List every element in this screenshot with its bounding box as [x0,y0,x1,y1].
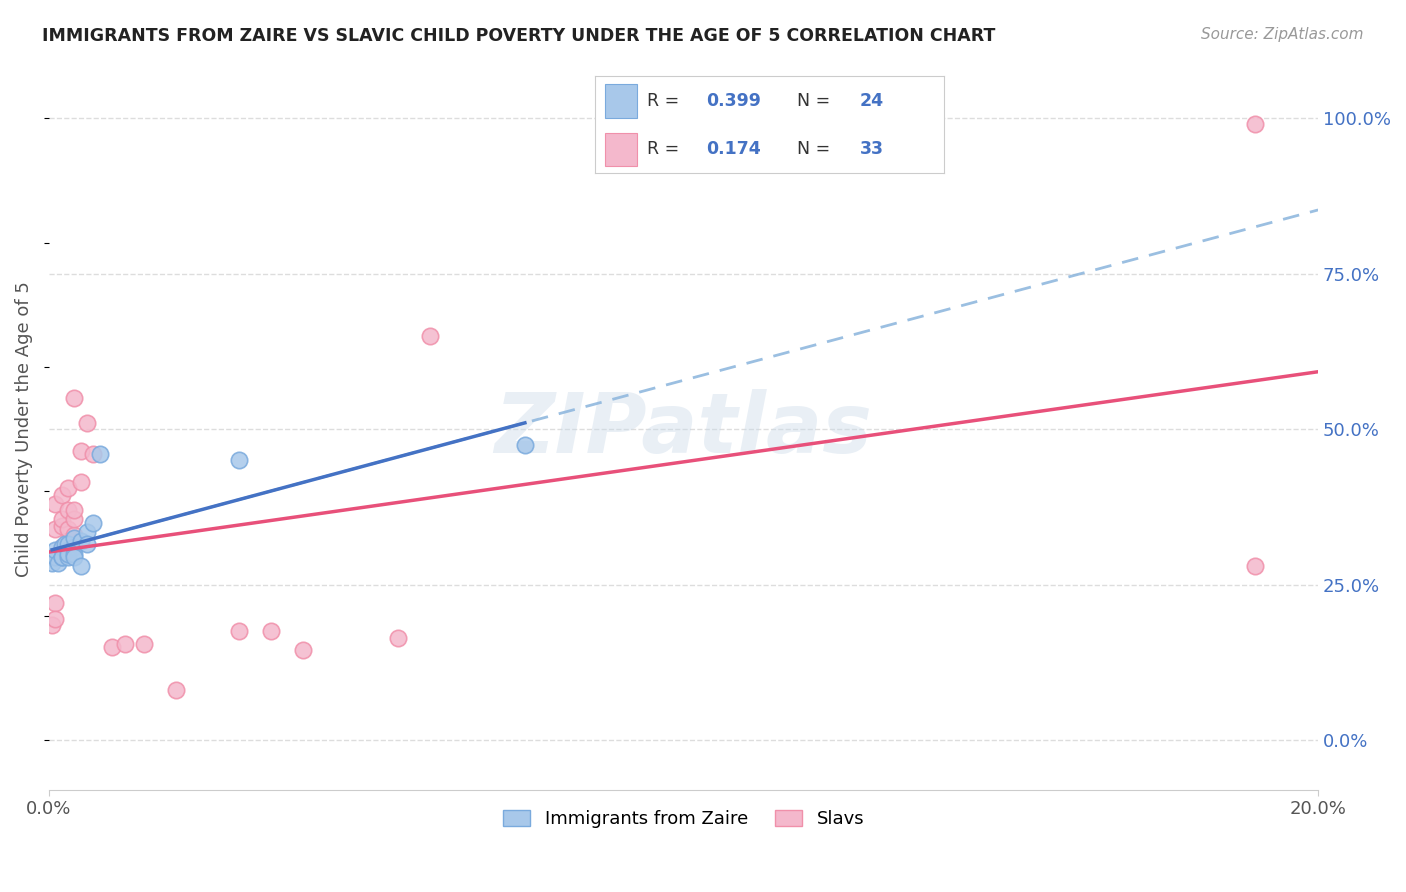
Point [513,438,536,452]
Point [44,549,66,564]
Point [41,556,63,570]
Point [51,549,73,564]
Point [63,512,86,526]
Point [291,643,314,657]
Point [53,537,76,551]
Point [63,541,86,555]
Point [1243,559,1265,574]
Point [1243,118,1265,132]
Point [48,549,70,564]
Point [44,497,66,511]
Point [63,549,86,564]
Point [56,547,79,561]
Point [69,534,91,549]
Point [44,543,66,558]
Point [51,487,73,501]
Text: Source: ZipAtlas.com: Source: ZipAtlas.com [1201,27,1364,42]
Point [56,537,79,551]
Point [228,453,250,467]
Point [51,541,73,555]
Point [51,549,73,564]
Point [56,522,79,536]
Point [260,624,283,639]
Point [134,637,156,651]
Point [56,503,79,517]
Point [82,447,104,461]
Point [56,549,79,564]
Text: IMMIGRANTS FROM ZAIRE VS SLAVIC CHILD POVERTY UNDER THE AGE OF 5 CORRELATION CHA: IMMIGRANTS FROM ZAIRE VS SLAVIC CHILD PO… [42,27,995,45]
Point [114,637,136,651]
Point [63,528,86,542]
Point [41,618,63,632]
Point [51,518,73,533]
Text: ZIPatlas: ZIPatlas [495,389,873,470]
Point [76,416,98,430]
Point [76,524,98,539]
Legend: Immigrants from Zaire, Slavs: Immigrants from Zaire, Slavs [496,802,872,835]
Point [51,512,73,526]
Point [44,522,66,536]
Point [76,537,98,551]
Point [228,624,250,639]
Point [44,612,66,626]
Point [419,329,441,343]
Point [101,640,124,654]
Point [51,541,73,555]
Point [56,534,79,549]
Point [82,516,104,530]
Point [48,556,70,570]
Point [387,631,409,645]
Point [63,391,86,405]
Y-axis label: Child Poverty Under the Age of 5: Child Poverty Under the Age of 5 [15,281,32,577]
Point [56,543,79,558]
Point [69,559,91,574]
Point [165,683,187,698]
Point [69,475,91,489]
Point [63,547,86,561]
Point [69,444,91,458]
Point [89,447,111,461]
Point [63,503,86,517]
Point [56,481,79,495]
Point [44,596,66,610]
Point [63,531,86,545]
